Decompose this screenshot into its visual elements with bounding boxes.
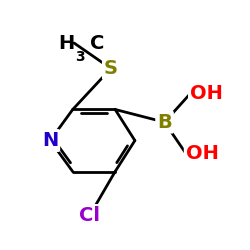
Text: N: N: [42, 131, 58, 150]
Text: Cl: Cl: [79, 206, 100, 225]
Text: H: H: [58, 34, 74, 52]
Text: S: S: [104, 59, 118, 78]
Text: OH: OH: [186, 144, 218, 163]
Text: OH: OH: [186, 144, 218, 163]
Text: C: C: [90, 34, 104, 52]
Text: N: N: [42, 131, 58, 150]
Text: B: B: [157, 113, 172, 132]
Text: 3: 3: [76, 50, 85, 64]
Text: Cl: Cl: [79, 206, 100, 225]
Text: B: B: [157, 113, 172, 132]
Text: OH: OH: [190, 84, 223, 103]
Text: OH: OH: [190, 84, 223, 103]
Text: S: S: [104, 59, 118, 78]
